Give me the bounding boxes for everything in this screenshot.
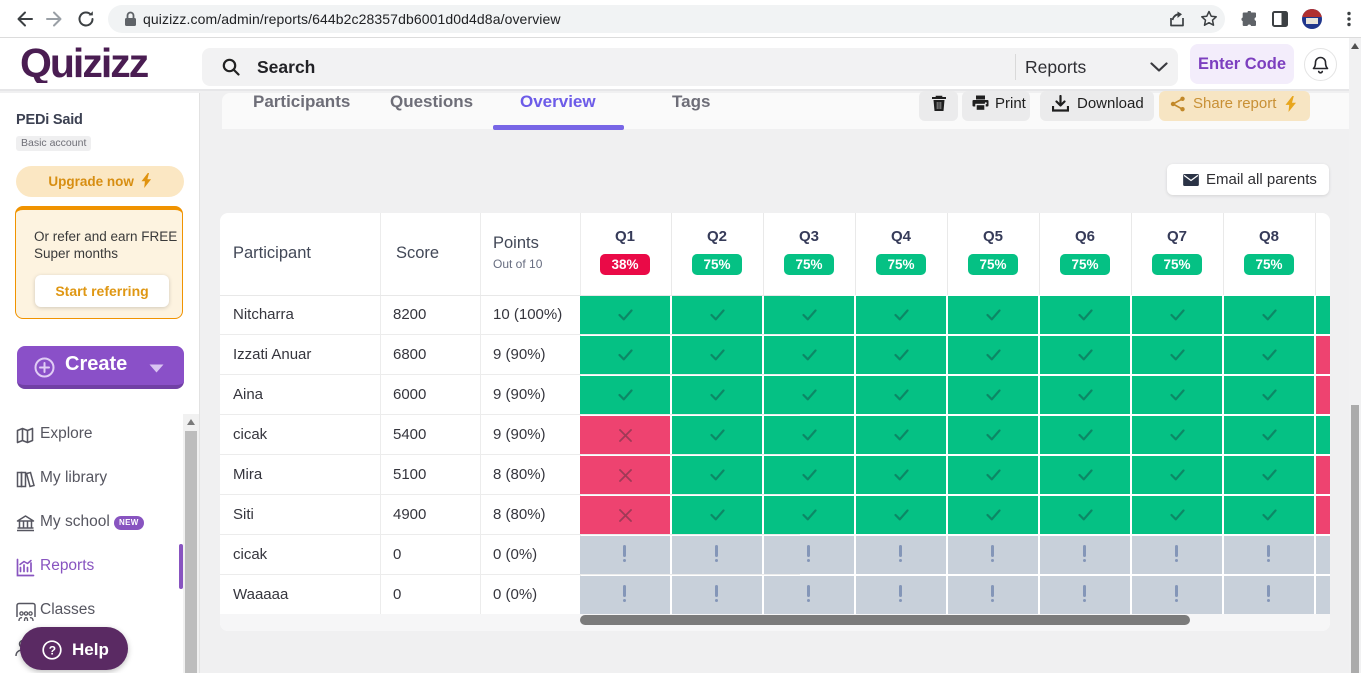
svg-text:?: ? bbox=[49, 643, 56, 657]
svg-text:Quizizz: Quizizz bbox=[21, 43, 149, 83]
